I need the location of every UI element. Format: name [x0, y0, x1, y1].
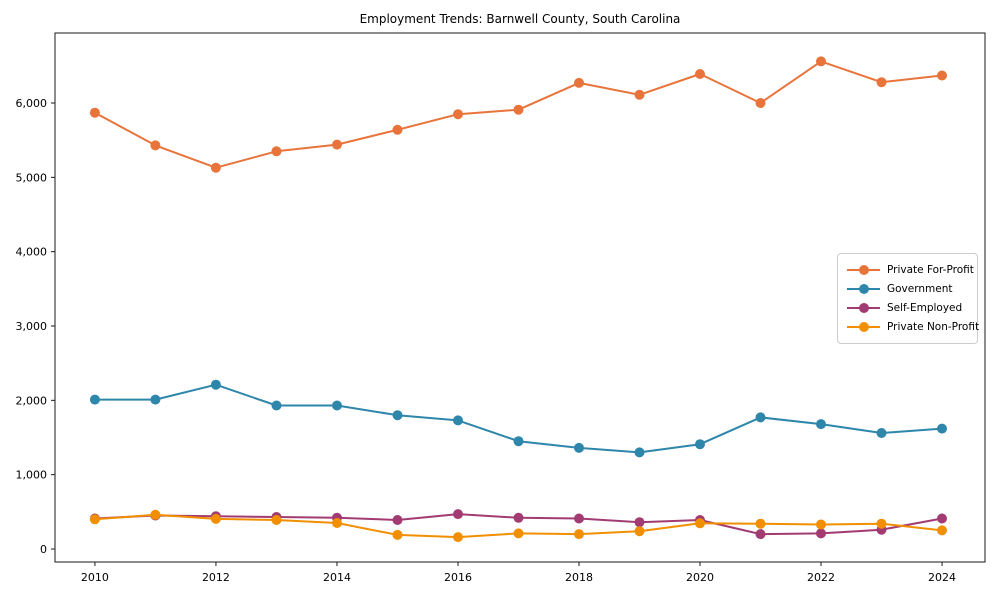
data-point-self-employed-2024: [937, 513, 947, 524]
legend-marker-icon: [847, 303, 880, 313]
data-point-private-non-profit-2011: [150, 509, 161, 520]
data-point-private-for-profit-2019: [634, 89, 645, 100]
data-point-government-2017: [513, 436, 524, 447]
data-point-government-2013: [271, 400, 282, 411]
legend-label: Self-Employed: [887, 302, 963, 314]
legend-label: Private For-Profit: [887, 264, 974, 276]
data-point-private-non-profit-2016: [453, 532, 463, 543]
data-point-government-2024: [937, 423, 947, 434]
data-point-private-for-profit-2015: [392, 124, 403, 135]
data-point-private-non-profit-2015: [392, 529, 403, 540]
data-point-private-for-profit-2021: [755, 98, 766, 108]
data-point-government-2021: [755, 412, 766, 423]
data-point-private-for-profit-2023: [876, 77, 887, 88]
legend-item-self-employed: Self-Employed: [847, 301, 973, 315]
x-tick-label: 2014: [323, 571, 351, 584]
x-tick-label: 2020: [686, 571, 714, 584]
x-tick-label: 2024: [928, 571, 956, 584]
legend-dot-icon: [858, 265, 869, 275]
data-point-government-2012: [210, 379, 221, 390]
chart-title: Employment Trends: Barnwell County, Sout…: [359, 12, 681, 26]
data-point-private-non-profit-2010: [89, 514, 100, 525]
data-point-private-non-profit-2014: [332, 518, 342, 528]
x-tick-label: 2016: [444, 571, 472, 584]
y-tick-label: 1,000: [16, 469, 48, 482]
data-point-self-employed-2016: [453, 509, 463, 520]
data-point-government-2015: [392, 410, 403, 421]
data-point-private-non-profit-2019: [634, 526, 645, 537]
data-point-private-non-profit-2018: [574, 529, 584, 540]
data-point-self-employed-2018: [574, 513, 584, 524]
legend: Private For-Profit Government Self-Employe…: [837, 253, 979, 344]
y-tick-label: 3,000: [16, 320, 48, 333]
data-point-private-non-profit-2017: [513, 528, 524, 539]
data-point-private-non-profit-2013: [271, 515, 282, 525]
data-point-private-for-profit-2024: [937, 70, 947, 81]
y-tick-label: 2,000: [16, 394, 48, 407]
data-point-self-employed-2021: [755, 529, 766, 540]
data-point-private-non-profit-2021: [755, 518, 766, 529]
legend-dot-icon: [858, 284, 869, 294]
data-point-private-for-profit-2014: [332, 139, 342, 150]
data-point-private-for-profit-2018: [574, 77, 584, 88]
data-point-self-employed-2022: [816, 528, 826, 539]
data-point-government-2011: [150, 394, 161, 405]
data-point-private-non-profit-2023: [876, 518, 887, 529]
data-point-government-2018: [574, 442, 584, 453]
legend-dot-icon: [858, 322, 869, 332]
data-point-government-2016: [453, 415, 463, 426]
data-point-private-for-profit-2022: [816, 56, 826, 67]
x-tick-label: 2018: [565, 571, 593, 584]
data-point-private-for-profit-2016: [453, 109, 463, 120]
x-tick-label: 2010: [81, 571, 109, 584]
y-tick-label: 6,000: [16, 97, 48, 110]
legend-item-government: Government: [847, 282, 973, 296]
y-tick-label: 0: [40, 543, 47, 556]
data-point-self-employed-2017: [513, 512, 524, 523]
legend-marker-icon: [847, 284, 880, 294]
plot-border: [54, 32, 986, 563]
legend-label: Government: [887, 283, 953, 295]
legend-item-private-non-profit: Private Non-Profit: [847, 320, 979, 334]
data-point-private-non-profit-2012: [210, 513, 221, 524]
data-point-private-for-profit-2011: [150, 140, 161, 151]
x-tick-label: 2022: [807, 571, 835, 584]
legend-marker-icon: [847, 322, 880, 332]
data-point-private-non-profit-2022: [816, 519, 826, 530]
legend-dot-icon: [858, 303, 869, 313]
legend-item-private-for-profit: Private For-Profit: [847, 263, 974, 277]
data-point-government-2023: [876, 428, 887, 438]
data-point-private-for-profit-2013: [271, 146, 282, 157]
data-point-self-employed-2015: [392, 515, 403, 525]
y-tick-label: 4,000: [16, 246, 48, 259]
data-point-private-non-profit-2020: [695, 518, 705, 529]
data-point-private-for-profit-2012: [210, 162, 221, 173]
data-point-government-2010: [89, 394, 100, 405]
x-tick-label: 2012: [202, 571, 230, 584]
data-point-private-non-profit-2024: [937, 525, 947, 536]
data-point-government-2014: [332, 400, 342, 411]
data-point-private-for-profit-2020: [695, 69, 705, 79]
data-point-self-employed-2019: [634, 517, 645, 528]
data-point-private-for-profit-2017: [513, 104, 524, 115]
y-tick-label: 5,000: [16, 171, 48, 184]
legend-label: Private Non-Profit: [887, 321, 980, 333]
data-point-private-for-profit-2010: [89, 107, 100, 118]
legend-marker-icon: [847, 265, 880, 275]
data-point-government-2020: [695, 439, 705, 450]
data-point-government-2022: [816, 419, 826, 430]
data-point-government-2019: [634, 447, 645, 458]
